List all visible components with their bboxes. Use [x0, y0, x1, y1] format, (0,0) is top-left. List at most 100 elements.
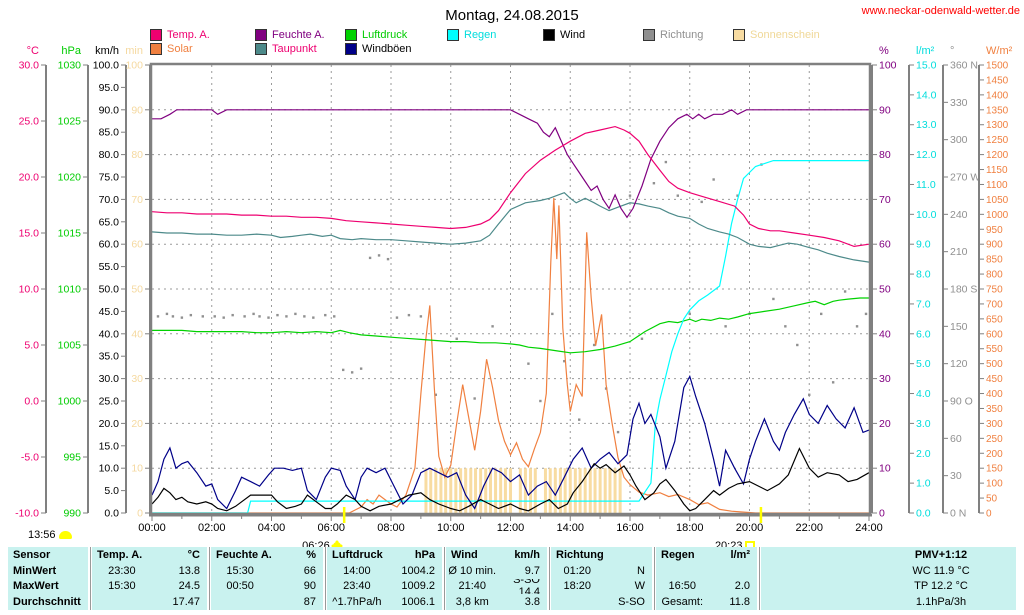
table-value-cell: 11.8 [729, 596, 750, 609]
axis-tick-label: 1015 [58, 228, 82, 240]
direction-dot [419, 315, 423, 318]
x-tick-label: 10:00 [437, 522, 465, 534]
table-value-cell: 1004.2 [401, 564, 435, 577]
sunshine-bar [499, 468, 503, 513]
table-row: MinWert [8, 563, 88, 579]
legend-swatch-icon [345, 29, 357, 41]
table-time-cell: Gesamt: [661, 596, 704, 609]
axis-tick-label: 10.0 [916, 209, 937, 221]
direction-dot [213, 315, 216, 318]
axis-tick-label: 90 O [950, 396, 973, 408]
axis-tick-label: 0 [137, 508, 143, 520]
sunrise-icon [332, 542, 341, 550]
table-time-cell: ^1.7hPa/h [332, 596, 382, 609]
table-separator [549, 547, 550, 610]
direction-dot [864, 312, 868, 316]
x-tick-label: 02:00 [198, 522, 226, 534]
axis-tick-label: 650 [986, 314, 1003, 325]
table-row-label: MinWert [13, 564, 57, 577]
axis-unit-label: km/h [95, 45, 119, 57]
axis-tick-label: 4.0 [916, 388, 931, 400]
direction-dot [784, 325, 787, 328]
table-row: Luftdruck hPa [327, 547, 442, 563]
table-row: 1.1hPa/3h [761, 594, 1016, 610]
axis-tick-label: 3.0 [916, 418, 931, 430]
direction-dot [165, 312, 169, 316]
axis-tick-label: 6.0 [916, 328, 931, 340]
direction-dot [664, 160, 668, 164]
axis-tick-label: 750 [986, 285, 1003, 296]
sunshine-bar [608, 468, 612, 513]
axis-tick-label: 20.0 [99, 418, 120, 430]
sunshine-bar [618, 468, 622, 513]
legend-item-windb-en: Windböen [345, 43, 412, 55]
table-group-luftdruck: Luftdruck hPa 14:00 1004.2 23:40 1009.2 ^1.7hP… [327, 547, 442, 610]
table-group-center: PMV+1:12 WC 11.9 °C TP 12.2 °C 1.1hPa/3h [761, 547, 1016, 610]
series-solar [152, 197, 869, 514]
direction-dot [616, 430, 620, 434]
legend-swatch-icon [447, 29, 459, 41]
legend-label: Solar [167, 43, 193, 55]
table-row: TP 12.2 °C [761, 579, 1016, 595]
legend-label: Taupunkt [272, 43, 317, 55]
axis-tick-label: 12.0 [916, 149, 937, 161]
direction-dot [539, 399, 542, 403]
legend-item-sonnenschein: Sonnenschein [733, 29, 820, 41]
table-header-cell: Wind [451, 548, 478, 561]
legend-label: Regen [464, 29, 497, 41]
table-row: ^1.7hPa/h 1006.1 [327, 594, 442, 610]
x-tick-label: 18:00 [676, 522, 704, 534]
table-value-cell: 87 [303, 596, 316, 609]
axis-tick-label: 10 [879, 463, 891, 475]
axis-tick-label: 7.0 [916, 298, 931, 310]
table-time-cell: 21:40 [458, 580, 487, 593]
axis-tick-label: 2.0 [916, 448, 931, 460]
axis-tick-label: 600 [986, 329, 1003, 340]
table-row: 87 [211, 594, 323, 610]
table-separator [759, 547, 760, 610]
direction-dot [276, 313, 279, 317]
sunshine-bar [553, 468, 557, 513]
table-row: 15:30 66 [211, 563, 323, 579]
sunshine-bar [469, 468, 473, 513]
sunshine-bar [578, 468, 582, 513]
direction-dot [231, 313, 234, 317]
website-link[interactable]: www.neckar-odenwald-wetter.de [861, 5, 1020, 17]
axis-tick-label: 20.0 [19, 172, 40, 184]
axis-tick-label: 1450 [986, 75, 1009, 86]
x-tick-label: 24:00 [855, 522, 883, 534]
legend-swatch-icon [255, 43, 267, 55]
sunshine-bar [548, 468, 552, 513]
table-value-cell: W [634, 580, 645, 593]
axis-tick-label: 60.0 [99, 239, 120, 251]
table-row-label: Sensor [13, 548, 51, 561]
legend-item-taupunkt: Taupunkt [255, 43, 317, 55]
axis-tick-label: 15.0 [19, 228, 40, 240]
table-separator [325, 547, 326, 610]
axis-tick-label: 0.0 [24, 396, 39, 408]
axis-tick-label: 0.0 [104, 508, 119, 520]
table-unit-cell: km/h [514, 548, 540, 561]
sunshine-bar [503, 468, 507, 513]
legend-label: Wind [560, 29, 586, 41]
table-value-cell: 1009.2 [401, 580, 435, 593]
x-tick-label: 04:00 [258, 522, 286, 534]
moonrise-time: 13:56 [28, 529, 56, 541]
axis-tick-label: 70.0 [99, 194, 120, 206]
axis-tick-label: 14.0 [916, 89, 937, 101]
x-tick-label: 12:00 [497, 522, 525, 534]
table-unit-cell: °C [187, 548, 200, 561]
table-group-regen: Regen l/m² 16:50 2.0 Gesamt: 11.8 [656, 547, 757, 610]
axis-tick-label: 95.0 [99, 82, 120, 94]
table-row: 15:30 24.5 [92, 579, 207, 595]
legend-item-regen: Regen [447, 29, 496, 41]
sunshine-bar [459, 468, 463, 513]
direction-dot [831, 381, 835, 384]
table-time-cell: 15:30 [108, 580, 136, 593]
axis-tick-label: 15.0 [99, 440, 120, 452]
sunshine-bar [603, 468, 607, 513]
table-row: 14:00 1004.2 [327, 563, 442, 579]
axis-tick-label: 250 [986, 434, 1003, 445]
sunshine-bar [464, 468, 468, 513]
axis-tick-label: 1030 [58, 60, 82, 72]
